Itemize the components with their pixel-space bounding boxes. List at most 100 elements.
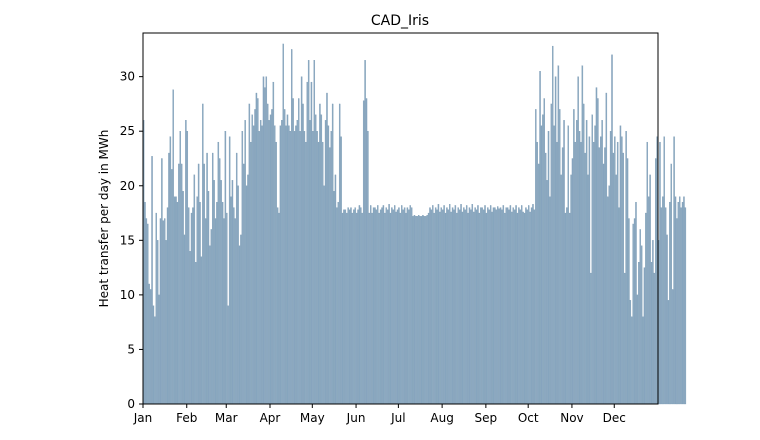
bar-day-201	[425, 216, 427, 405]
bar-day-332	[609, 131, 612, 405]
bar-day-67	[235, 152, 238, 405]
bar-day-376	[671, 289, 674, 405]
bar-day-110	[296, 120, 299, 405]
bar-day-51	[213, 180, 215, 405]
bar-day-198	[420, 216, 423, 405]
bar-day-275	[529, 211, 531, 405]
bar-day-249	[492, 207, 495, 405]
bar-day-359	[647, 196, 650, 405]
bar-day-130	[324, 120, 327, 405]
bar-day-149	[351, 212, 354, 405]
bar-day-96	[276, 207, 279, 405]
bar-day-263	[512, 207, 514, 405]
bar-day-353	[639, 229, 641, 405]
bar-day-37	[193, 174, 196, 405]
bar-day-238	[477, 205, 479, 405]
bar-day-99	[281, 120, 283, 405]
bar-day-355	[642, 316, 644, 405]
bar-day-172	[384, 212, 386, 405]
bar-day-374	[669, 201, 671, 405]
bar-day-8	[152, 305, 155, 405]
bar-day-254	[499, 207, 502, 405]
bar-day-125	[317, 141, 320, 405]
y-tick-label-25: 25	[120, 124, 135, 138]
bar-day-2	[144, 201, 146, 405]
bar-day-16	[164, 218, 166, 405]
bar-day-247	[489, 205, 492, 405]
bar-day-75	[247, 174, 249, 405]
bar-day-122	[313, 60, 316, 405]
bar-day-212	[440, 207, 442, 405]
bar-day-128	[322, 141, 324, 405]
bar-day-342	[623, 272, 626, 405]
bar-day-362	[652, 240, 654, 405]
y-axis-label: Heat transfer per day in MWh	[97, 130, 111, 308]
bar-day-55	[219, 158, 221, 405]
bar-day-286	[544, 152, 547, 405]
bar-day-233	[470, 209, 472, 405]
x-tick-label-jul: Jul	[390, 411, 405, 425]
bar-day-186	[403, 207, 406, 405]
bar-day-360	[649, 174, 651, 405]
bar-day-303	[568, 212, 571, 405]
bar-day-74	[245, 185, 248, 405]
bar-day-354	[640, 245, 643, 405]
bar-day-79	[252, 125, 255, 405]
bar-day-345	[628, 218, 630, 405]
bar-day-264	[513, 209, 516, 405]
bar-day-385	[684, 207, 687, 405]
bar-day-93	[272, 81, 275, 405]
bar-day-384	[683, 196, 685, 405]
bar-day-209	[436, 209, 438, 405]
bar-day-257	[504, 212, 506, 405]
bar-day-318	[590, 272, 592, 405]
bar-day-25	[176, 201, 179, 405]
bar-day-227	[461, 211, 464, 405]
bar-day-182	[398, 207, 400, 405]
bar-day-190	[409, 205, 411, 405]
x-tick-label-sep: Sep	[475, 411, 498, 425]
bar-day-23	[173, 196, 176, 405]
bar-day-296	[559, 109, 561, 405]
bar-day-188	[406, 207, 409, 405]
bar-day-81	[255, 92, 258, 405]
bar-day-273	[526, 209, 529, 405]
bar-day-371	[664, 207, 667, 405]
bar-day-113	[300, 76, 303, 405]
bar-day-148	[350, 207, 352, 405]
bar-day-243	[484, 205, 486, 405]
bar-day-17	[165, 240, 167, 405]
bar-day-114	[302, 103, 304, 405]
bar-day-344	[626, 158, 629, 405]
x-tick-label-may: May	[300, 411, 325, 425]
bar-day-347	[631, 316, 633, 405]
bar-day-10	[155, 212, 157, 405]
bar-day-216	[446, 207, 448, 405]
bar-day-312	[581, 65, 584, 405]
bar-day-317	[588, 136, 591, 405]
bar-day-176	[389, 212, 392, 405]
bar-day-290	[550, 103, 553, 405]
bar-day-129	[323, 185, 325, 405]
bar-day-241	[481, 207, 483, 405]
bar-day-316	[587, 174, 589, 405]
bar-day-126	[319, 103, 321, 405]
bar-day-59	[224, 131, 227, 405]
bar-day-279	[535, 109, 537, 405]
bar-day-137	[334, 174, 337, 405]
bar-day-3	[145, 218, 148, 405]
bar-day-343	[625, 131, 627, 405]
plot-frame	[142, 32, 659, 405]
bar-day-299	[563, 120, 565, 405]
bar-day-11	[156, 240, 159, 405]
bar-day-19	[168, 152, 170, 405]
bar-day-208	[434, 207, 437, 405]
bar-day-145	[346, 212, 348, 405]
bar-day-116	[305, 141, 307, 405]
bar-day-41	[199, 201, 201, 405]
bar-day-231	[467, 212, 469, 405]
x-tick-label-mar: Mar	[215, 411, 238, 425]
bar-day-226	[460, 204, 462, 405]
bar-day-220	[451, 207, 454, 405]
bar-day-80	[254, 109, 256, 405]
